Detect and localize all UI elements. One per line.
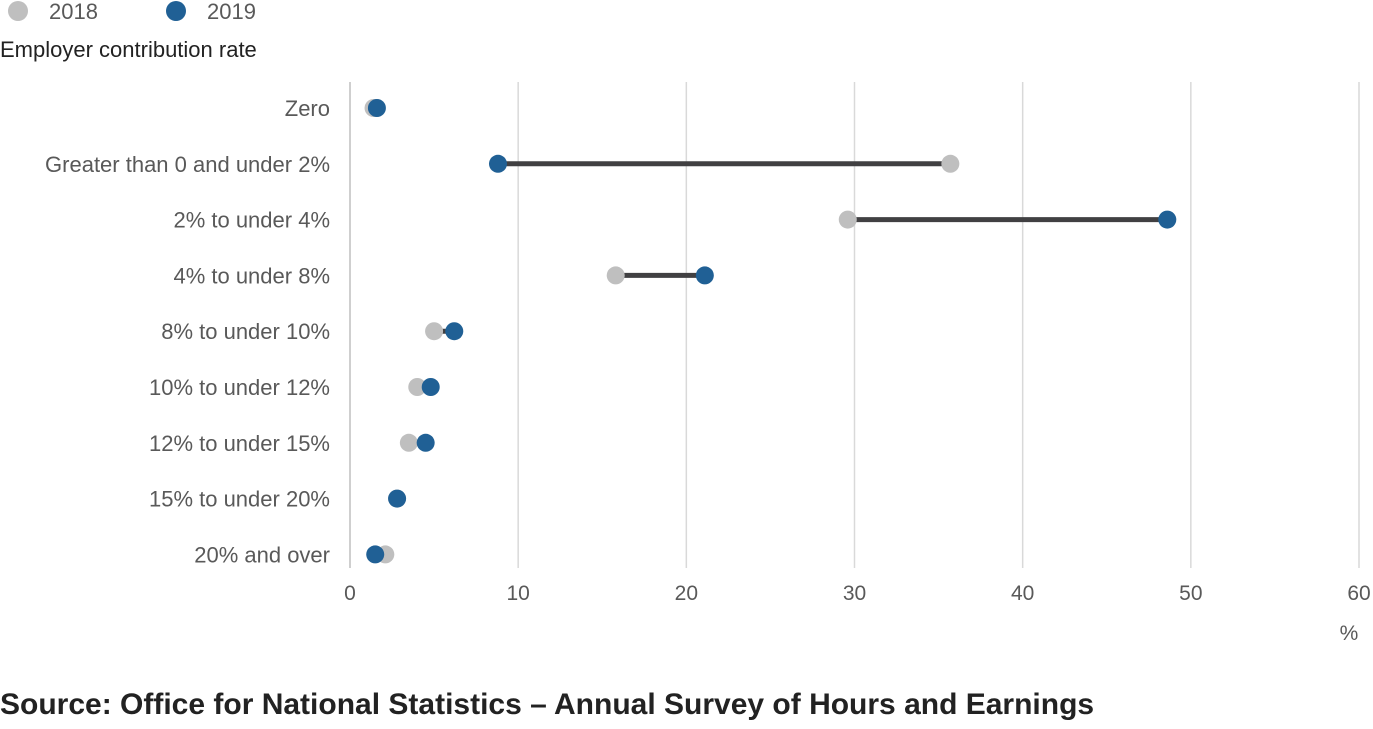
category-label: 10% to under 12% (149, 375, 330, 400)
category-label: 8% to under 10% (161, 319, 330, 344)
category-label: Zero (285, 96, 330, 121)
point-2018 (408, 378, 427, 396)
point-2018 (425, 322, 444, 341)
legend-label-2018: 2018 (49, 0, 98, 24)
point-2019 (416, 433, 435, 452)
source-note: Source: Office for National Statistics –… (0, 688, 1095, 721)
x-axis-ticks: 0 10 20 30 40 50 60 (344, 582, 1371, 605)
category-label: 15% to under 20% (149, 487, 330, 512)
category-label: Greater than 0 and under 2% (45, 152, 330, 177)
category-labels: Zero Greater than 0 and under 2% 2% to und… (45, 96, 330, 567)
category-axis-title: Employer contribution rate (0, 37, 257, 62)
dumbbell-chart: 2018 2019 Employer contribution rate 0 10 2… (0, 0, 1371, 645)
point-2019 (421, 378, 440, 396)
category-label: 2% to under 4% (173, 208, 330, 233)
x-axis-unit: % (1340, 622, 1359, 645)
point-2018 (941, 154, 960, 173)
x-tick-label-20: 20 (675, 582, 698, 605)
gridlines (349, 82, 1360, 568)
x-tick-label-50: 50 (1179, 582, 1202, 605)
point-2019 (366, 545, 385, 564)
point-2018 (606, 266, 625, 285)
category-label: 20% and over (194, 542, 330, 567)
legend-marker-2019 (166, 1, 186, 21)
point-2018 (838, 210, 857, 229)
point-2019 (367, 99, 386, 117)
x-tick-label-10: 10 (506, 582, 529, 605)
category-label: 12% to under 15% (149, 431, 330, 456)
connectors (375, 161, 1168, 557)
legend-marker-2018 (8, 1, 28, 21)
x-tick-label-60: 60 (1347, 582, 1370, 605)
category-label: 4% to under 8% (173, 263, 330, 288)
point-2018 (399, 433, 418, 452)
x-tick-label-0: 0 (344, 582, 356, 605)
x-tick-label-40: 40 (1011, 582, 1034, 605)
point-2019 (1158, 210, 1177, 229)
legend-label-2019: 2019 (207, 0, 256, 24)
point-2019 (388, 489, 407, 508)
data-points (364, 99, 1177, 564)
point-2019 (695, 266, 714, 285)
legend: 2018 2019 (8, 0, 256, 24)
point-2019 (445, 322, 464, 341)
x-tick-label-30: 30 (843, 582, 866, 605)
point-2019 (488, 154, 507, 173)
